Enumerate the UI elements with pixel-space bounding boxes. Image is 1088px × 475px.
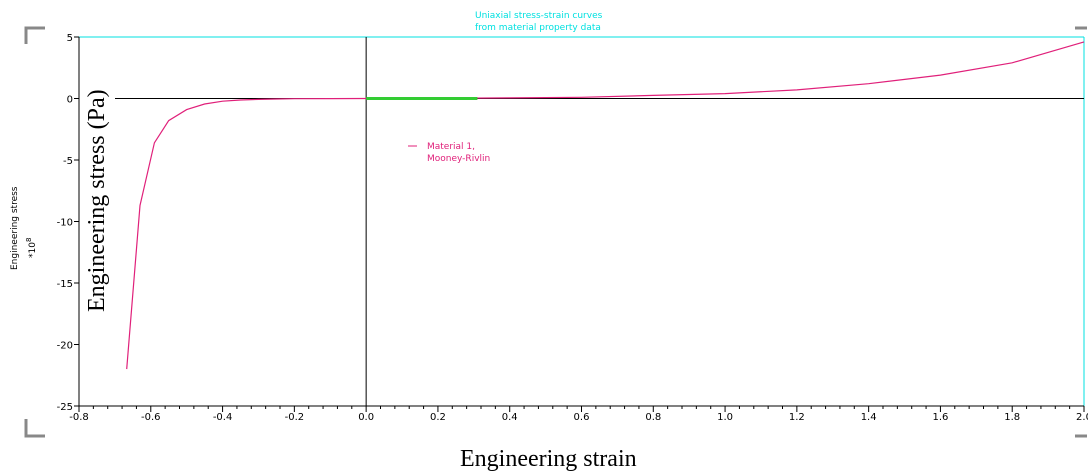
legend-label-line-1: Material 1, [427,142,475,152]
x-axis-label: Engineering strain [460,446,637,472]
y-tick-label: -15 [57,279,73,290]
y-axis-label-small: Engineering stress [10,186,20,270]
x-tick-label: 0.4 [502,412,518,423]
corner-marks [24,26,1087,438]
y-tick-label: 0 [67,95,73,106]
x-tick-label: 1.6 [932,412,948,423]
x-tick-label: -0.6 [141,412,161,423]
y-axis-label: Engineering stress (Pa) [84,89,110,312]
x-tick-label: 0.8 [645,412,661,423]
y-tick-label: -5 [63,156,73,167]
x-tick-label: -0.8 [69,412,89,423]
chart-title-line-1: Uniaxial stress-strain curves [475,11,603,21]
y-axis-multiplier: *108 [25,238,38,258]
axes [115,37,1084,406]
x-tick-label: 0.2 [430,412,446,423]
y-tick-label: -25 [57,402,73,413]
legend: Material 1, Mooney-Rivlin [408,142,490,164]
y-tick-label: -20 [57,341,73,352]
chart-title-line-2: from material property data [475,23,601,33]
x-tick-label: -0.2 [285,412,305,423]
plot-frame [78,36,1085,407]
x-tick-label: 1.4 [861,412,877,423]
multiplier-exponent: 8 [25,238,33,242]
y-tick-label: -10 [57,218,73,229]
x-tick-label: 1.0 [717,412,733,423]
y-tick-label: 5 [67,33,73,44]
legend-label-line-2: Mooney-Rivlin [427,154,490,164]
corner-bottom-left [24,419,45,438]
x-tick-label: 1.8 [1004,412,1020,423]
x-tick-label: 2.0 [1076,412,1088,423]
series-line-material-1 [126,41,1085,370]
y-axis-ticks: 5 0 -5 -10 -15 -20 -25 [57,33,79,413]
x-axis-ticks: -0.8 -0.6 -0.4 -0.2 0.0 0.2 0.4 0.6 0.8 1.0 1.2 1.4… [69,406,1088,423]
x-tick-label: -0.4 [213,412,233,423]
x-tick-label: 0.0 [358,412,374,423]
corner-top-left [24,26,45,44]
x-tick-label: 0.6 [574,412,590,423]
x-tick-label: 1.2 [789,412,805,423]
multiplier-base: *10 [28,242,38,258]
